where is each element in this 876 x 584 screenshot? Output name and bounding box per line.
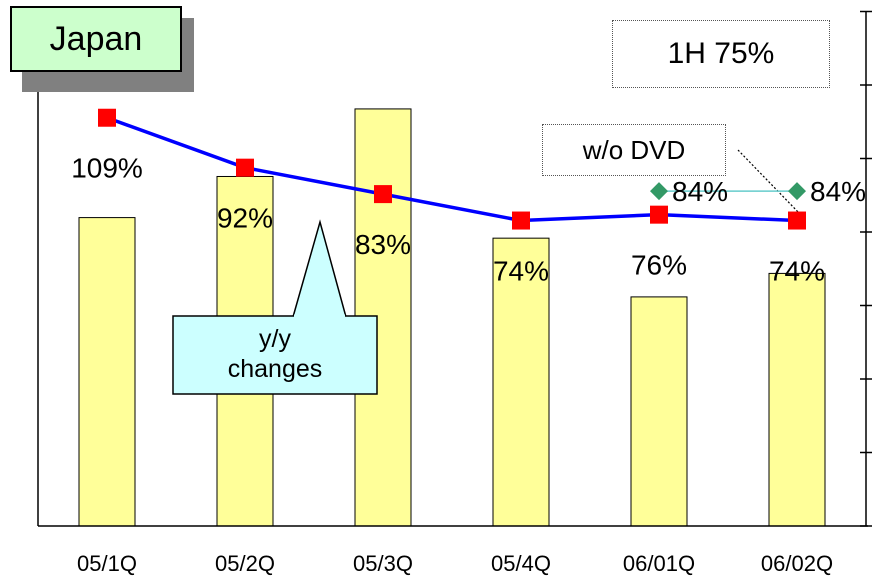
callout-body xyxy=(172,315,378,395)
x-tick-labels: 05/1Q 05/2Q 05/3Q 05/4Q 06/01Q 06/02Q xyxy=(77,551,833,576)
yy-callout-line2: changes xyxy=(227,355,323,383)
yy-data-label: 74% xyxy=(493,256,549,287)
yy-marker-06/01Q xyxy=(650,205,668,224)
x-tick-label: 05/1Q xyxy=(77,551,137,576)
wo-dvd-series: 84% 84% xyxy=(650,176,866,207)
yy-marker-06/02Q xyxy=(788,211,806,230)
yy-line xyxy=(106,116,798,223)
data-labels: 109% 92% 83% 74% 76% 74% xyxy=(71,153,825,287)
wo-dvd-data-label: 84% xyxy=(672,176,728,207)
wo-dvd-marker xyxy=(650,182,668,201)
yy-marker-05/2Q xyxy=(236,158,254,177)
bar-05/4Q xyxy=(492,237,550,527)
yy-marker-05/4Q xyxy=(512,211,530,230)
yy-line-series xyxy=(98,108,806,230)
x-tick-label: 05/3Q xyxy=(353,551,413,576)
bar-06/02Q xyxy=(768,272,826,527)
callout-pointer xyxy=(292,219,347,318)
yy-data-label: 83% xyxy=(355,229,411,260)
yy-data-label: 92% xyxy=(217,203,273,234)
wo-dvd-leader xyxy=(737,149,801,215)
yy-data-label: 76% xyxy=(631,250,687,281)
chart-title: Japan xyxy=(10,6,182,72)
y-ticks xyxy=(860,10,872,527)
half-year-callout: 1H 75% xyxy=(612,20,830,88)
bars xyxy=(78,108,826,527)
x-tick-label: 06/01Q xyxy=(623,551,695,576)
wo-dvd-data-label: 84% xyxy=(810,176,866,207)
bar-05/1Q xyxy=(78,217,136,527)
wo-dvd-callout: w/o DVD xyxy=(542,124,726,176)
yy-data-label: 109% xyxy=(71,153,143,184)
bar-06/01Q xyxy=(630,296,688,527)
yy-callout-line1: y/y xyxy=(259,325,291,353)
yy-data-label: 74% xyxy=(769,256,825,287)
x-tick-label: 05/4Q xyxy=(491,551,551,576)
yy-changes-callout: y/y changes xyxy=(173,316,377,394)
x-tick-label: 06/02Q xyxy=(761,551,833,576)
x-tick-label: 05/2Q xyxy=(215,551,275,576)
yy-marker-05/3Q xyxy=(374,185,392,204)
yy-marker-05/1Q xyxy=(98,108,116,127)
wo-dvd-marker xyxy=(788,182,806,201)
